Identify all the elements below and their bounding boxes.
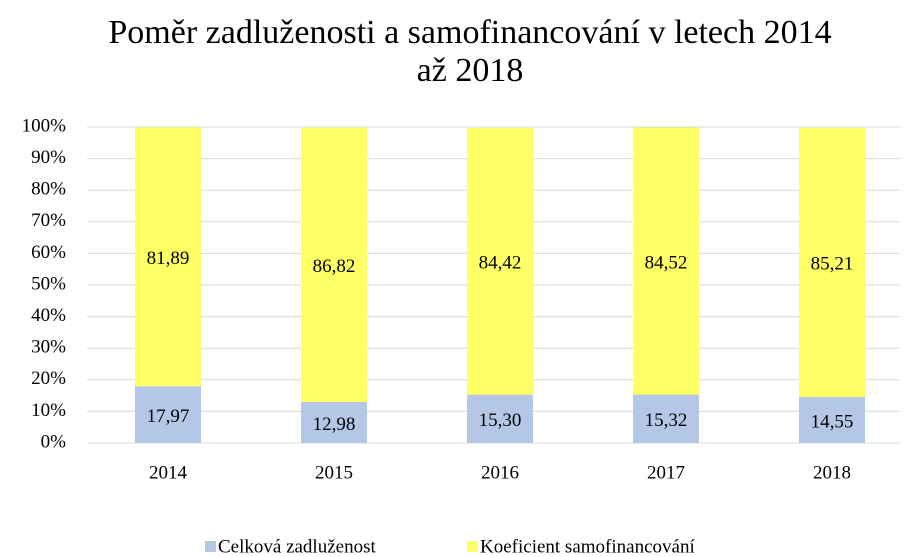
y-tick-label: 30% [31, 337, 66, 358]
data-label: 84,42 [479, 253, 522, 274]
y-tick-label: 10% [31, 400, 66, 421]
y-tick-label: 90% [31, 147, 66, 168]
data-label: 17,97 [147, 406, 190, 427]
bar-segment [467, 127, 533, 395]
chart-title: Poměr zadluženosti a samofinancování v l… [108, 14, 832, 89]
data-label: 85,21 [811, 254, 854, 275]
data-label: 84,52 [645, 252, 688, 273]
data-label: 81,89 [147, 248, 190, 269]
x-tick-label: 2016 [481, 462, 519, 483]
data-label: 15,32 [645, 410, 688, 431]
y-tick-label: 20% [31, 368, 66, 389]
bar-segment [799, 127, 865, 398]
data-label: 15,30 [479, 410, 522, 431]
legend-label: Celková zadluženost [218, 536, 376, 557]
data-label: 14,55 [811, 411, 854, 432]
y-tick-label: 100% [22, 115, 67, 136]
y-tick-label: 50% [31, 273, 66, 294]
bar-segment [799, 397, 865, 443]
bar-segment [633, 394, 699, 443]
legend-swatch [467, 541, 478, 552]
y-tick-label: 40% [31, 305, 66, 326]
bar-segment [301, 401, 367, 443]
y-tick-label: 60% [31, 242, 66, 263]
bar-segment [633, 127, 699, 395]
bar-segment [135, 127, 201, 387]
legend-swatch [205, 541, 216, 552]
y-tick-label: 0% [41, 431, 67, 452]
bar-segment [301, 127, 367, 402]
y-tick-label: 70% [31, 210, 66, 231]
x-tick-label: 2015 [315, 462, 353, 483]
data-label: 12,98 [313, 414, 356, 435]
x-tick-label: 2018 [813, 462, 851, 483]
x-tick-label: 2017 [647, 462, 685, 483]
bar-segment [467, 394, 533, 443]
x-tick-label: 2014 [149, 462, 188, 483]
bar-segment [135, 386, 201, 443]
y-tick-label: 80% [31, 179, 66, 200]
data-label: 86,82 [313, 256, 356, 277]
legend-label: Koeficient samofinancování [480, 536, 695, 557]
